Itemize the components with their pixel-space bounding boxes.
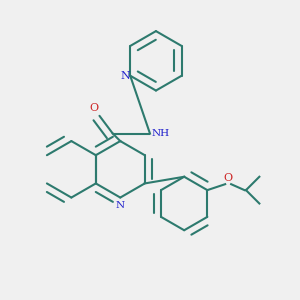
Text: O: O	[224, 173, 233, 183]
Text: N: N	[121, 71, 130, 81]
Text: O: O	[89, 103, 98, 113]
Text: NH: NH	[152, 129, 169, 138]
Text: N: N	[116, 201, 125, 210]
